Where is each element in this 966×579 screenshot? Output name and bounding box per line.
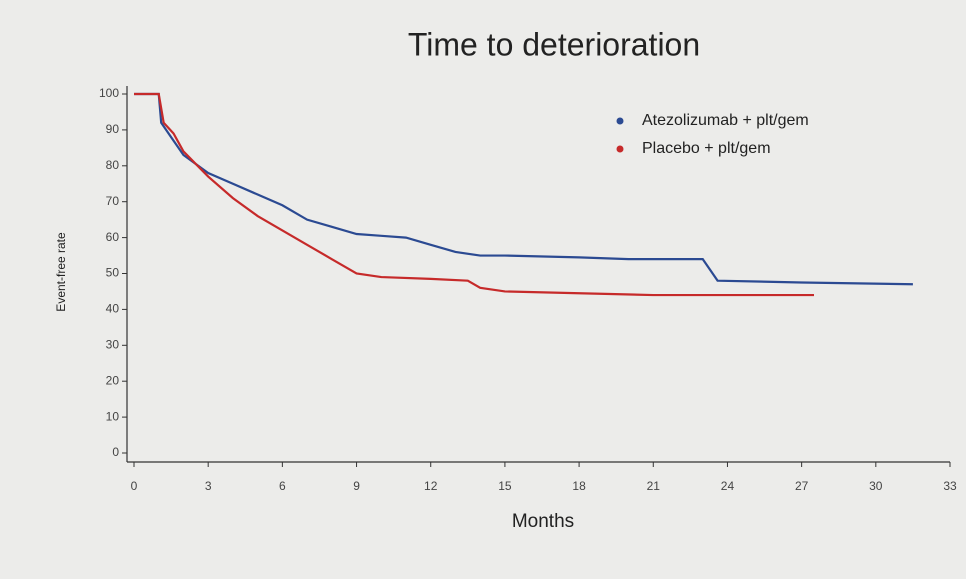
y-tick-label: 60 [106,230,120,244]
y-tick-label: 50 [106,266,120,280]
x-tick-label: 18 [572,479,586,493]
x-tick-label: 9 [353,479,360,493]
y-tick-label: 10 [106,409,120,423]
legend-marker [616,145,624,153]
x-tick-label: 3 [205,479,212,493]
chart-title: Time to deterioration [408,26,700,62]
x-tick-label: 24 [721,479,735,493]
x-tick-label: 21 [647,479,661,493]
legend-label: Placebo + plt/gem [642,140,771,157]
series-line [134,92,814,297]
x-tick-label: 6 [279,479,286,493]
x-tick-label: 12 [424,479,438,493]
y-tick-label: 30 [106,337,120,351]
x-tick-label: 27 [795,479,809,493]
y-tick-label: 90 [106,122,120,136]
series-line [134,92,913,286]
x-tick-label: 30 [869,479,883,493]
legend-marker [616,117,624,125]
y-tick-label: 40 [106,302,120,316]
legend-label: Atezolizumab + plt/gem [642,112,809,129]
x-axis-label: Months [512,511,574,532]
y-tick-label: 0 [112,445,119,459]
x-tick-label: 33 [943,479,957,493]
x-tick-label: 0 [131,479,138,493]
y-tick-label: 80 [106,158,120,172]
x-tick-label: 15 [498,479,512,493]
y-axis-label: Event-free rate [54,232,68,312]
y-tick-label: 70 [106,194,120,208]
y-tick-label: 100 [99,86,119,100]
y-tick-label: 20 [106,373,120,387]
